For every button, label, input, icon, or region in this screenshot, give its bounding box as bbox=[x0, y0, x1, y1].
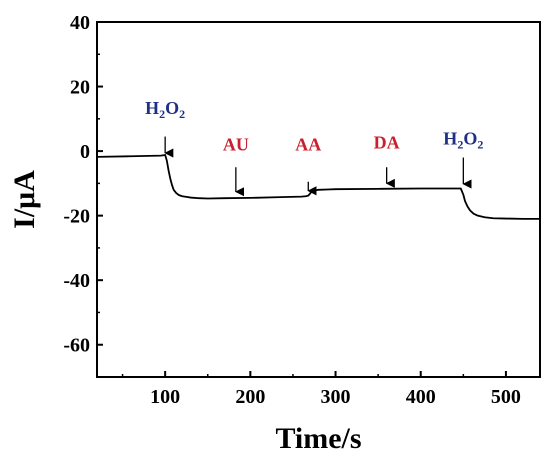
y-tick-label: -20 bbox=[63, 206, 90, 228]
y-axis-title: I/μA bbox=[8, 170, 41, 229]
y-tick-label: -60 bbox=[63, 335, 90, 357]
x-tick-label: 300 bbox=[321, 386, 351, 408]
series-line bbox=[96, 154, 540, 220]
y-tick-label: 20 bbox=[70, 77, 90, 99]
annotation-text: H bbox=[443, 129, 457, 149]
annotation-label: AU bbox=[223, 134, 249, 154]
annotation-text: O bbox=[463, 129, 477, 149]
annotation-subscript: 2 bbox=[159, 107, 165, 121]
plot-frame bbox=[96, 21, 541, 378]
x-tick-label: 500 bbox=[491, 386, 521, 408]
annotation-label: AA bbox=[295, 134, 321, 154]
annotation-subscript: 2 bbox=[179, 107, 185, 121]
annotation-text: H bbox=[145, 98, 159, 118]
annotation-subscript: 2 bbox=[457, 138, 463, 152]
x-axis-title: Time/s bbox=[275, 422, 361, 455]
y-tick-label: -40 bbox=[63, 270, 90, 292]
x-tick-label: 400 bbox=[406, 386, 436, 408]
annotation-text: O bbox=[165, 98, 179, 118]
y-tick-label: 0 bbox=[80, 141, 90, 163]
annotation-label: H2O2 bbox=[443, 129, 483, 152]
plot-area bbox=[96, 154, 540, 220]
y-tick-label: 40 bbox=[70, 12, 90, 34]
annotation-subscript: 2 bbox=[477, 138, 483, 152]
x-tick-label: 200 bbox=[235, 386, 265, 408]
annotation-label: DA bbox=[374, 133, 400, 153]
x-tick-label: 100 bbox=[150, 386, 180, 408]
annotation-label: H2O2 bbox=[145, 98, 185, 121]
